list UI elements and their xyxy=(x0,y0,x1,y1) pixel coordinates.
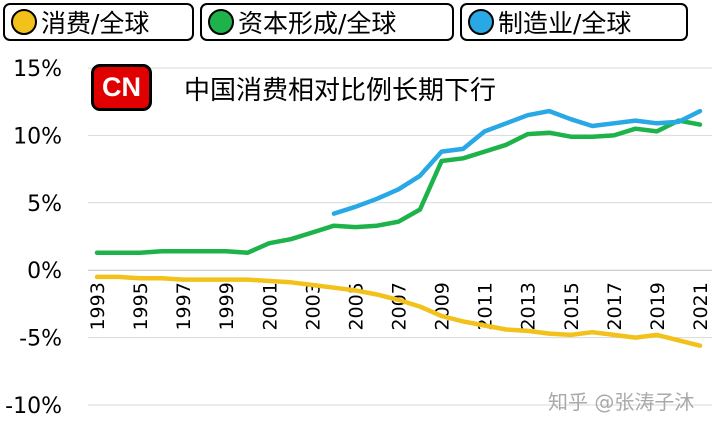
x-tick-label: 2005 xyxy=(345,282,367,330)
watermark: 知乎 @张涛子沐 xyxy=(548,390,695,414)
y-tick-label: 0% xyxy=(27,259,62,284)
x-tick-label: 1995 xyxy=(130,282,152,330)
y-tick-label: -5% xyxy=(19,327,62,352)
legend-item-capital-formation: 资本形成/全球 xyxy=(200,3,454,41)
x-tick-label: 1993 xyxy=(87,282,109,330)
chart-title: 中国消费相对比例长期下行 xyxy=(184,76,497,106)
legend-item-consumption: 消费/全球 xyxy=(3,3,194,41)
x-tick-label: 2001 xyxy=(259,282,281,330)
legend-dot-consumption xyxy=(11,9,37,35)
series-line-1 xyxy=(94,118,703,255)
y-tick-label: 5% xyxy=(27,192,62,217)
x-tick-label: 2003 xyxy=(302,282,324,330)
legend-item-manufacturing: 制造业/全球 xyxy=(460,3,688,41)
series-line-2 xyxy=(331,108,703,216)
x-tick-label: 2015 xyxy=(561,282,583,330)
x-tick-label: 1999 xyxy=(216,282,238,330)
cn-badge: CN xyxy=(91,64,152,111)
x-tick-label: 2007 xyxy=(389,282,411,330)
series-line-0 xyxy=(94,274,703,348)
x-tick-label: 1997 xyxy=(173,282,195,330)
x-tick-label: 2011 xyxy=(475,282,497,330)
y-tick-label: -10% xyxy=(5,394,62,419)
legend-label-consumption: 消费/全球 xyxy=(41,9,150,38)
x-tick-label: 2009 xyxy=(432,282,454,330)
x-tick-label: 2021 xyxy=(690,282,712,330)
x-tick-label: 2017 xyxy=(604,282,626,330)
x-tick-label: 2019 xyxy=(647,282,669,330)
legend-dot-manufacturing xyxy=(468,9,494,35)
y-tick-label: 15% xyxy=(13,57,62,82)
legend-label-capital-formation: 资本形成/全球 xyxy=(238,9,397,38)
x-tick-label: 2013 xyxy=(518,282,540,330)
legend-dot-capital-formation xyxy=(208,9,234,35)
legend-label-manufacturing: 制造业/全球 xyxy=(498,9,632,38)
y-tick-label: 10% xyxy=(13,124,62,149)
